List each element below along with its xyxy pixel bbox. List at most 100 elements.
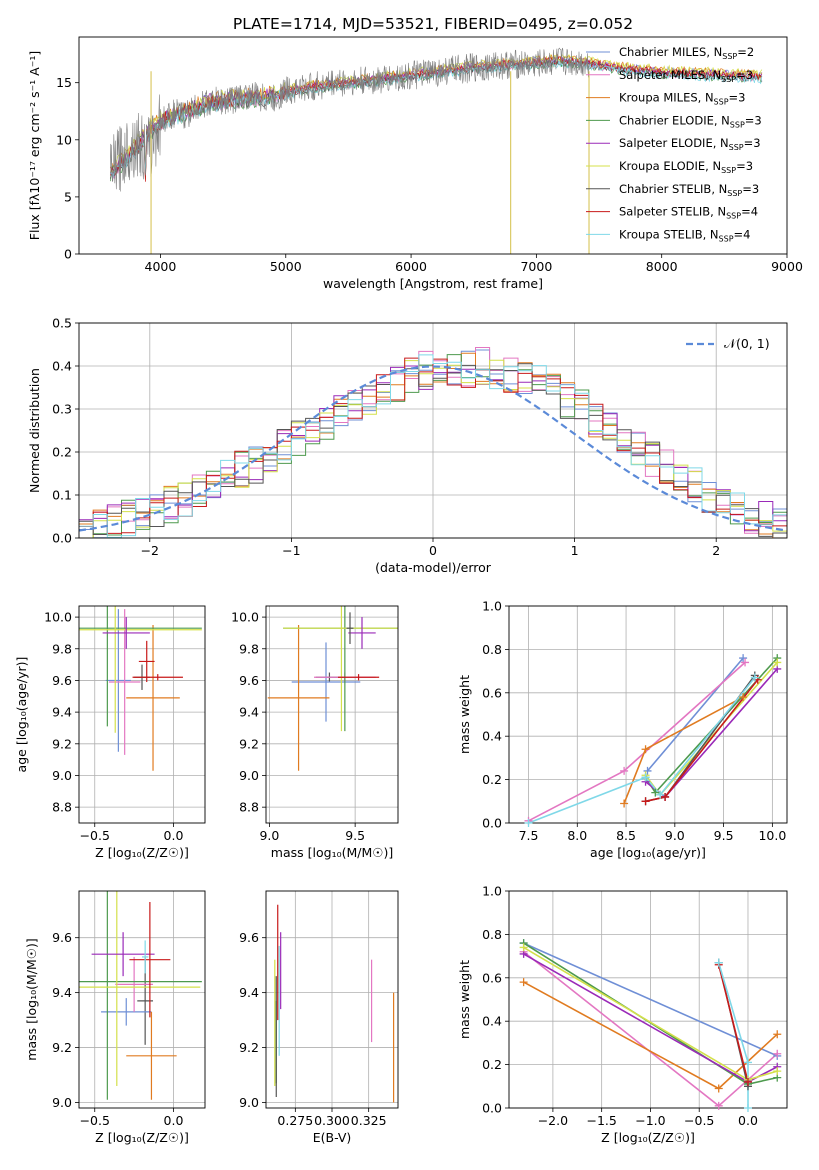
series-marker xyxy=(620,766,629,775)
plot-area xyxy=(528,657,778,823)
series-line-8 xyxy=(528,677,756,823)
x-tick-label: 8.5 xyxy=(616,828,636,843)
y-tick-label: 0.6 xyxy=(482,685,502,700)
axes-frame xyxy=(78,36,788,255)
y-tick-label: 0.2 xyxy=(52,445,72,460)
y-tick-label: 0.2 xyxy=(482,1057,502,1072)
y-tick-label: 1.0 xyxy=(482,599,502,614)
series-marker xyxy=(643,766,652,775)
x-axis-label: wavelength [Angstrom, rest frame] xyxy=(323,276,543,291)
mass-vs-ebv-panel: 0.275 0.300 0.325 9.0 9.2 9.4 9.6 E(B-V) xyxy=(239,890,399,1145)
x-axis-label: mass [log₁₀(M/M☉)] xyxy=(271,845,393,860)
residuals-panel: −2 −1 0 1 2 0.0 0.1 0.2 0.3 0.4 0.5 (data-model)/er… xyxy=(27,316,788,575)
x-tick-label: 0.300 xyxy=(314,1113,350,1128)
series-marker xyxy=(714,958,723,967)
axes-frame xyxy=(78,605,206,824)
x-tick-label: 0.275 xyxy=(277,1113,313,1128)
y-tick-label: 9.2 xyxy=(52,1040,72,1055)
y-tick-label: 9.2 xyxy=(239,1040,259,1055)
data-spectrum-line xyxy=(110,47,590,192)
x-tick-label: 8.0 xyxy=(567,828,587,843)
x-tick-label: 9000 xyxy=(771,259,803,274)
legend-entry: Kroupa STELIB, NSSP=4 xyxy=(619,227,750,243)
legend-entry: Chabrier STELIB, NSSP=3 xyxy=(619,182,759,198)
figure-title: PLATE=1714, MJD=53521, FIBERID=0495, z=0… xyxy=(233,15,633,33)
y-tick-label: 0 xyxy=(64,247,72,262)
weight-vs-metallicity-panel: −2.0 −1.5 −1.0 −0.5 0.0 0.0 0.2 0.4 0.6 0.8 1.0 Z [… xyxy=(457,884,788,1145)
series-marker xyxy=(661,792,670,801)
y-tick-label: 0.3 xyxy=(52,402,72,417)
legend-entry: 𝒩(0, 1) xyxy=(724,336,770,351)
x-tick-label: −2 xyxy=(141,543,159,558)
x-tick-label: 1 xyxy=(571,543,579,558)
series-marker xyxy=(714,1084,723,1093)
series-marker xyxy=(773,1049,782,1058)
legend-entry: Salpeter STELIB, NSSP=4 xyxy=(619,205,758,221)
plot-area xyxy=(79,891,202,1100)
weight-vs-age-panel: 7.5 8.0 8.5 9.0 9.5 10.0 0.0 0.2 0.4 0.6 0.8 1.0 age… xyxy=(457,599,788,860)
x-tick-label: −1.5 xyxy=(586,1113,616,1128)
series-marker xyxy=(519,978,528,987)
series-marker xyxy=(714,1101,723,1110)
x-tick-label: −0.5 xyxy=(80,828,110,843)
x-axis-label: E(B-V) xyxy=(313,1130,352,1145)
series-marker xyxy=(739,654,748,663)
plot-area xyxy=(79,347,787,538)
x-axis-label: Z [log₁₀(Z/Z☉)] xyxy=(95,1130,189,1145)
x-tick-label: −0.5 xyxy=(80,1113,110,1128)
spectrum-panel: 4000 5000 6000 7000 8000 9000 0 5 10 15 wavelength… xyxy=(27,36,803,291)
axes-frame xyxy=(265,605,399,824)
y-tick-label: 10 xyxy=(56,132,72,147)
x-tick-label: −0.5 xyxy=(684,1113,714,1128)
plot-area xyxy=(274,904,395,1103)
x-axis-label: Z [log₁₀(Z/Z☉)] xyxy=(95,845,189,860)
y-tick-label: 0.2 xyxy=(482,772,502,787)
x-tick-label: −1.0 xyxy=(635,1113,665,1128)
age-vs-metallicity-panel: −0.5 0.0 8.8 9.0 9.2 9.4 9.6 9.8 10.0 Z [log₁₀(Z/… xyxy=(14,605,206,860)
y-tick-label: 0.8 xyxy=(482,927,502,942)
series-marker xyxy=(739,693,748,702)
y-tick-label: 0.0 xyxy=(52,531,72,546)
y-tick-label: 9.2 xyxy=(239,736,259,751)
y-tick-label: 8.8 xyxy=(52,800,72,815)
y-tick-label: 9.8 xyxy=(52,641,72,656)
y-axis-label: mass weight xyxy=(457,960,472,1039)
y-tick-label: 5 xyxy=(64,189,72,204)
x-tick-label: 5000 xyxy=(270,259,302,274)
y-tick-label: 0.5 xyxy=(52,316,72,331)
y-axis-label: mass [log₁₀(M/M☉)] xyxy=(24,938,39,1060)
x-tick-label: 0.325 xyxy=(351,1113,387,1128)
series-marker xyxy=(651,788,660,797)
series-marker xyxy=(773,1067,782,1076)
x-tick-label: 0.0 xyxy=(164,828,184,843)
series-marker xyxy=(641,773,650,782)
y-tick-label: 9.6 xyxy=(52,673,72,688)
x-tick-label: 2 xyxy=(712,543,720,558)
series-marker xyxy=(641,797,650,806)
x-axis-label: age [log₁₀(age/yr)] xyxy=(590,845,706,860)
y-tick-label: 1.0 xyxy=(482,884,502,899)
y-tick-label: 0.0 xyxy=(482,1101,502,1116)
y-tick-label: 0.0 xyxy=(482,816,502,831)
axes-frame xyxy=(265,890,399,1109)
y-tick-label: 9.4 xyxy=(52,985,72,1000)
y-tick-label: 0.4 xyxy=(482,1014,502,1029)
mass-vs-metallicity-panel: −0.5 0.0 9.0 9.2 9.4 9.6 Z [log₁₀(Z/Z☉)] mass [… xyxy=(24,890,206,1145)
x-tick-label: 9.0 xyxy=(259,828,279,843)
x-tick-label: 0.0 xyxy=(738,1113,758,1128)
x-tick-label: 0 xyxy=(429,543,437,558)
legend-entry: Kroupa ELODIE, NSSP=3 xyxy=(619,159,753,175)
x-tick-label: 4000 xyxy=(145,259,177,274)
histogram-step-8 xyxy=(79,354,787,538)
legend-entry: Chabrier ELODIE, NSSP=3 xyxy=(619,113,762,129)
x-tick-label: 0.0 xyxy=(164,1113,184,1128)
y-tick-label: 9.4 xyxy=(239,705,259,720)
series-marker xyxy=(743,1104,752,1112)
y-tick-label: 15 xyxy=(56,75,72,90)
axes-frame xyxy=(508,890,788,1109)
series-marker xyxy=(750,673,759,682)
series-marker xyxy=(620,799,629,808)
x-axis-label: (data-model)/error xyxy=(375,560,492,575)
y-axis-label: age [log₁₀(age/yr)] xyxy=(14,657,29,773)
